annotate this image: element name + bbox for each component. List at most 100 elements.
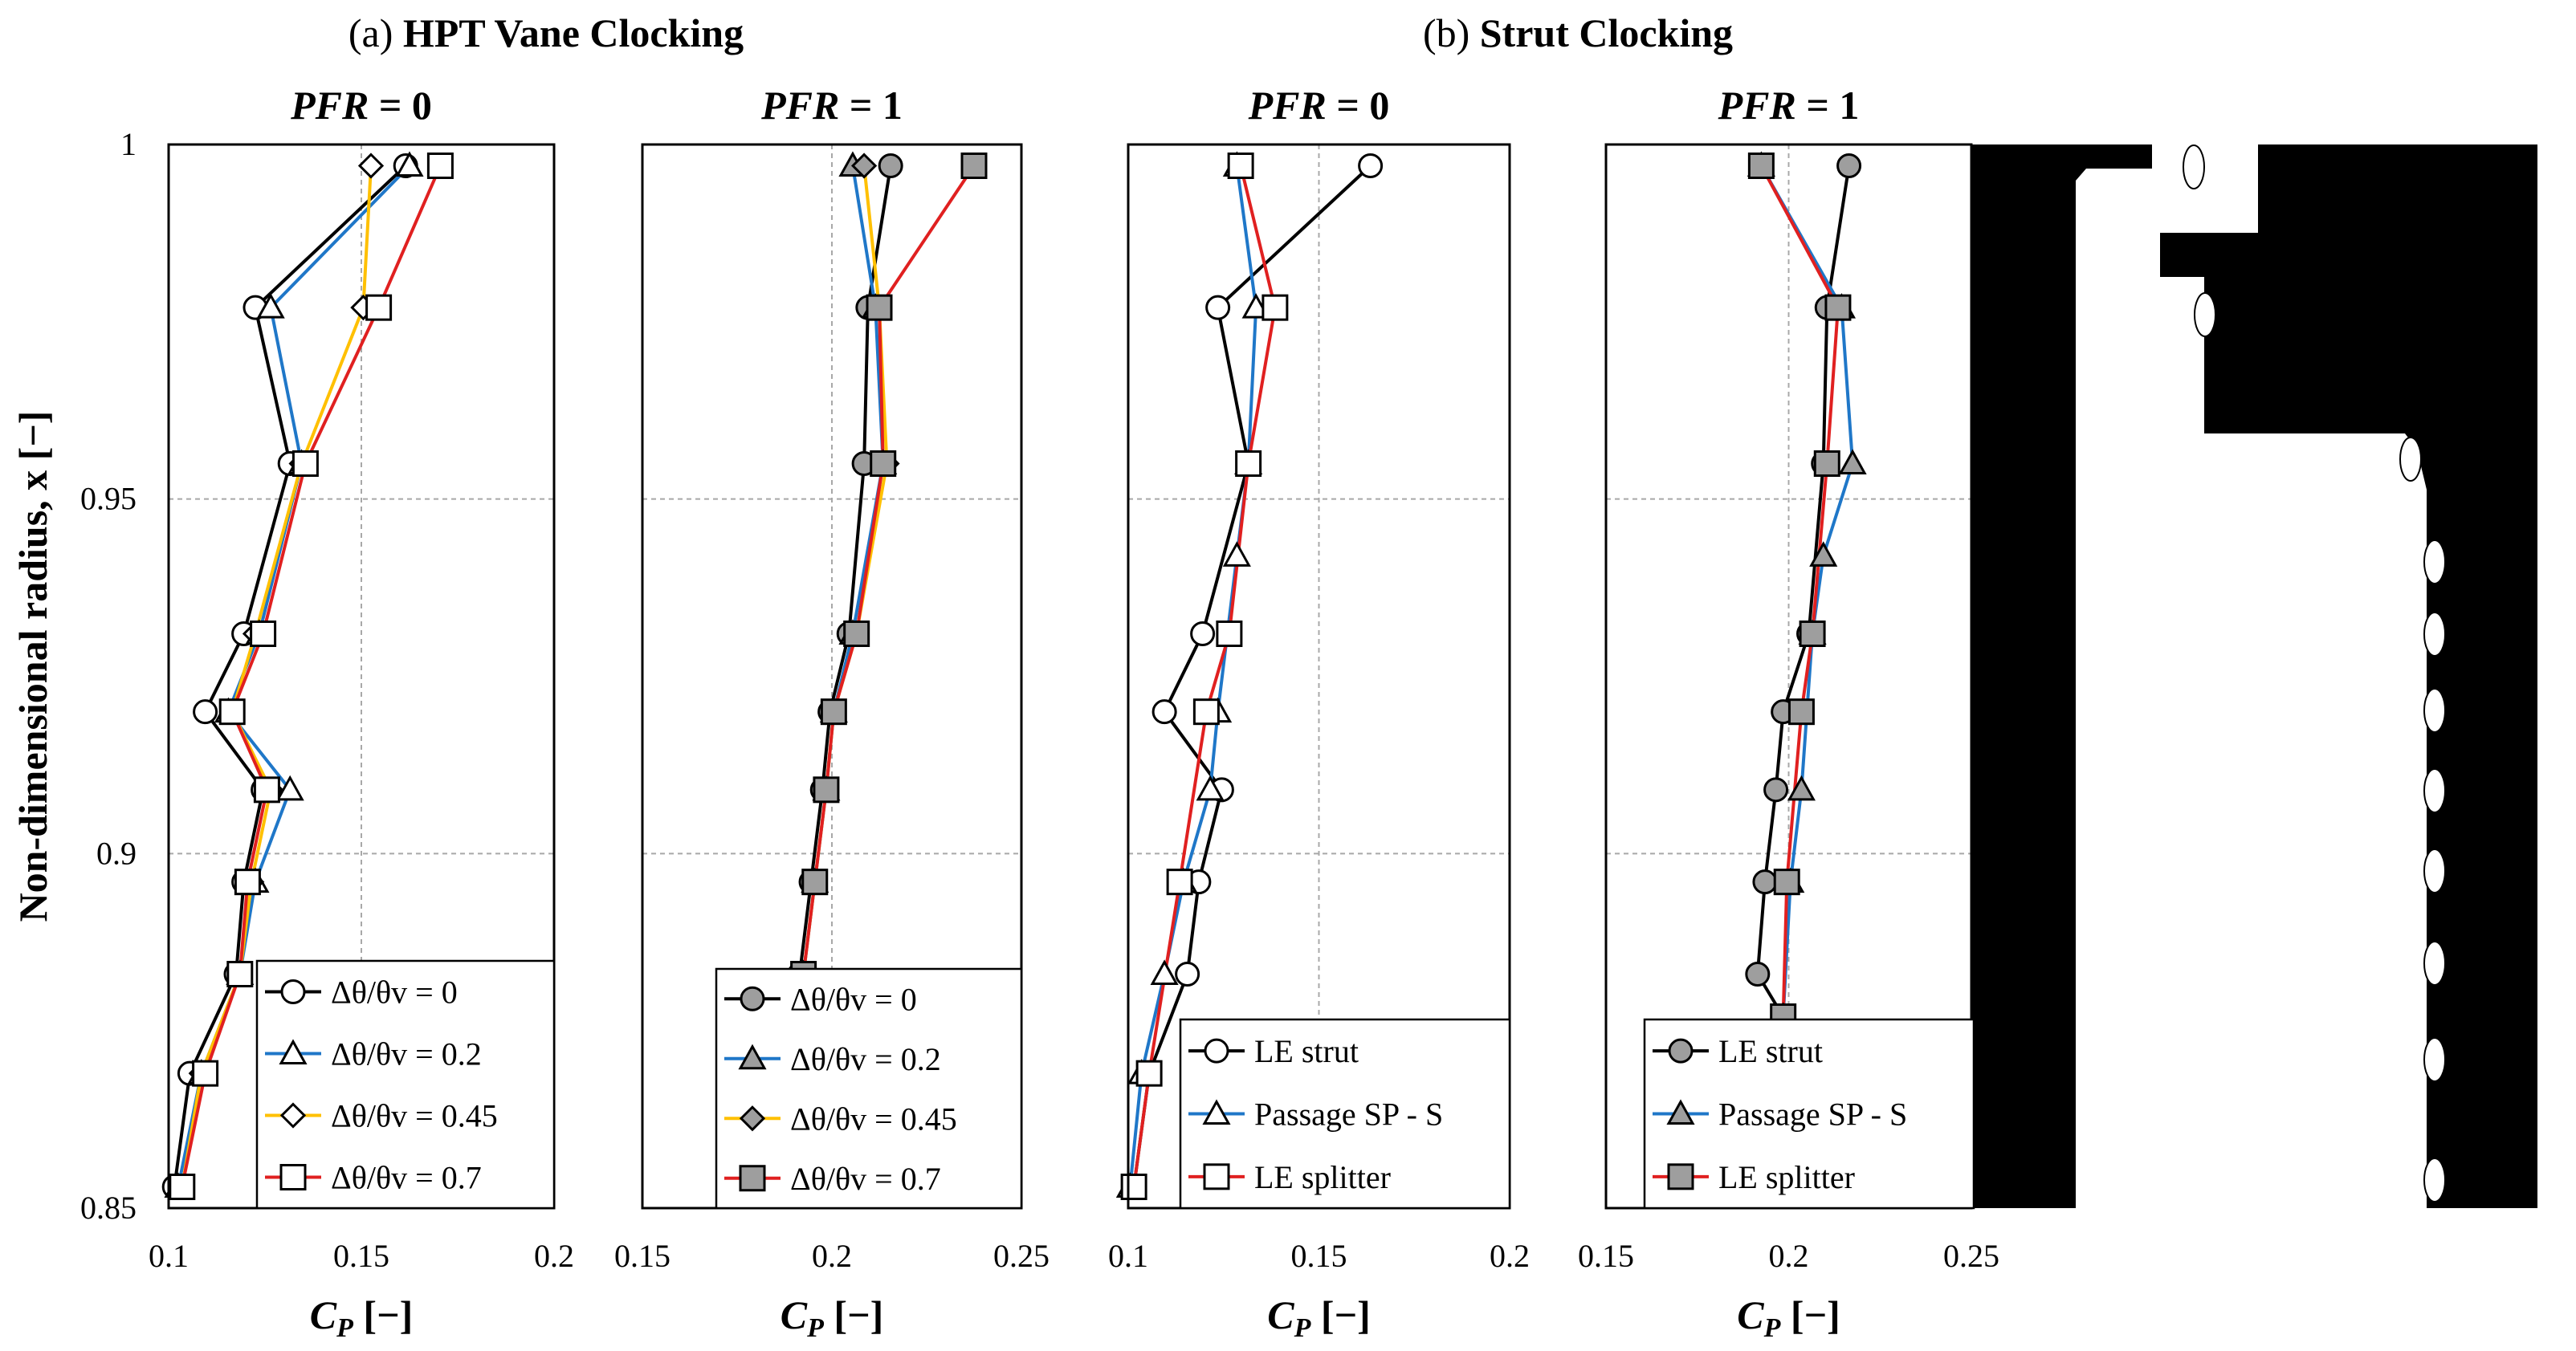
data-point: [878, 153, 903, 178]
data-point: [843, 621, 870, 647]
data-point: [357, 153, 385, 179]
legend-marker: [1668, 1038, 1694, 1064]
data-point: [1824, 294, 1852, 321]
legend-marker: [1667, 1163, 1694, 1190]
seal-dot: [2183, 144, 2205, 189]
data-point: [291, 450, 319, 477]
seal-dot: [2423, 1037, 2446, 1082]
data-point: [256, 293, 285, 319]
y-axis-label: Non-dimensional radius, x [−]: [10, 411, 55, 922]
y-tick-label: 0.95: [80, 481, 137, 517]
data-point: [1836, 153, 1862, 178]
data-point: [1120, 1174, 1147, 1200]
panel-title: PFR = 0: [1248, 83, 1390, 128]
data-point: [1190, 621, 1216, 646]
stator-shape: [2160, 144, 2537, 1208]
legend-entry: LE strut: [1718, 1033, 1823, 1069]
x-axis-label: CP [−]: [1737, 1292, 1840, 1343]
data-point: [960, 153, 988, 179]
legend-marker: [279, 1039, 308, 1064]
data-point: [1773, 869, 1800, 896]
data-point: [426, 153, 454, 179]
data-point: [250, 621, 277, 647]
legend-entry: Δθ/θv = 0.2: [331, 1036, 482, 1072]
legend: Δθ/θv = 0 Δθ/θv = 0.2 Δθ/θv = 0.45 Δθ/θv = …: [255, 959, 556, 1210]
legend-marker: [1203, 1163, 1230, 1190]
x-tick-label: 0.2: [1769, 1238, 1809, 1274]
panel-title: PFR = 1: [760, 83, 903, 128]
data-point: [820, 698, 847, 726]
data-point: [395, 151, 424, 177]
legend-entry: Δθ/θv = 0.2: [790, 1041, 941, 1077]
data-point: [813, 776, 840, 804]
data-point: [866, 294, 893, 321]
figure-title-b: (b) Strut Clocking: [1423, 10, 1733, 55]
data-point: [1787, 775, 1816, 801]
data-point: [169, 1174, 196, 1200]
seal-dot: [2423, 1158, 2446, 1202]
legend-box: [255, 959, 556, 1210]
seal-dot: [2423, 941, 2446, 986]
data-point: [1752, 869, 1778, 895]
data-point: [1799, 621, 1826, 647]
x-tick-label: 0.2: [1490, 1238, 1530, 1274]
seal-dot: [2423, 688, 2446, 733]
series-line: [180, 165, 442, 1187]
legend-entry: Passage SP - S: [1254, 1097, 1443, 1133]
data-point: [870, 450, 897, 477]
legend-entry: LE splitter: [1254, 1159, 1391, 1195]
series-line: [1128, 165, 1258, 1187]
data-point: [192, 1060, 219, 1087]
seal-dot: [2194, 292, 2216, 337]
data-point: [1151, 699, 1177, 725]
data-point: [226, 961, 254, 987]
x-tick-label: 0.15: [1291, 1238, 1347, 1274]
legend: Δθ/θv = 0 Δθ/θv = 0.2 Δθ/θv = 0.45 Δθ/θv = …: [715, 967, 1023, 1210]
legend-marker: [739, 1165, 766, 1192]
x-axis-label: CP [−]: [781, 1292, 883, 1343]
y-tick-label: 0.9: [96, 835, 137, 871]
data-point: [365, 294, 393, 321]
legend-entry: LE splitter: [1718, 1159, 1855, 1195]
data-point: [1166, 869, 1193, 896]
series-line: [797, 165, 893, 975]
x-tick-label: 0.1: [1108, 1238, 1148, 1274]
x-tick-label: 0.15: [614, 1238, 670, 1274]
data-point: [275, 775, 304, 801]
legend-marker: [279, 1164, 307, 1190]
data-point: [1262, 294, 1289, 321]
data-point: [850, 153, 878, 179]
seal-dot: [2423, 612, 2446, 657]
data-point: [1809, 541, 1838, 567]
legend-marker: [1202, 1099, 1231, 1125]
x-tick-label: 0.15: [1578, 1238, 1634, 1274]
data-point: [1175, 962, 1200, 987]
seal-dot: [2423, 848, 2446, 893]
panel-title: PFR = 0: [290, 83, 432, 128]
legend: LE strut Passage SP - S LE splitter: [1179, 1018, 1511, 1210]
legend-box: [715, 967, 1023, 1210]
series-line: [173, 165, 407, 1187]
panel-a-pfr0: PFR = 0 0.1 0.15 0.2 0.85 0.9 0.95 1 CP [−] Δθ/θv…: [80, 83, 574, 1343]
data-point: [1745, 962, 1771, 987]
x-tick-label: 0.25: [1943, 1238, 1999, 1274]
legend-entry: Δθ/θv = 0: [790, 981, 917, 1017]
data-point: [1205, 295, 1231, 320]
legend-entry: LE strut: [1254, 1033, 1359, 1069]
data-point: [193, 699, 218, 725]
seal-dot: [2399, 437, 2422, 482]
data-point: [1787, 698, 1815, 726]
legend-entry: Δθ/θv = 0: [331, 975, 458, 1011]
data-point: [1196, 775, 1225, 801]
seal-dot: [2423, 768, 2446, 813]
data-point: [1192, 698, 1220, 726]
legend-marker: [279, 1102, 307, 1129]
data-point: [1227, 153, 1254, 179]
data-point: [1150, 959, 1179, 985]
panel-title: PFR = 1: [1718, 83, 1860, 128]
y-tick-label: 0.85: [80, 1190, 137, 1226]
